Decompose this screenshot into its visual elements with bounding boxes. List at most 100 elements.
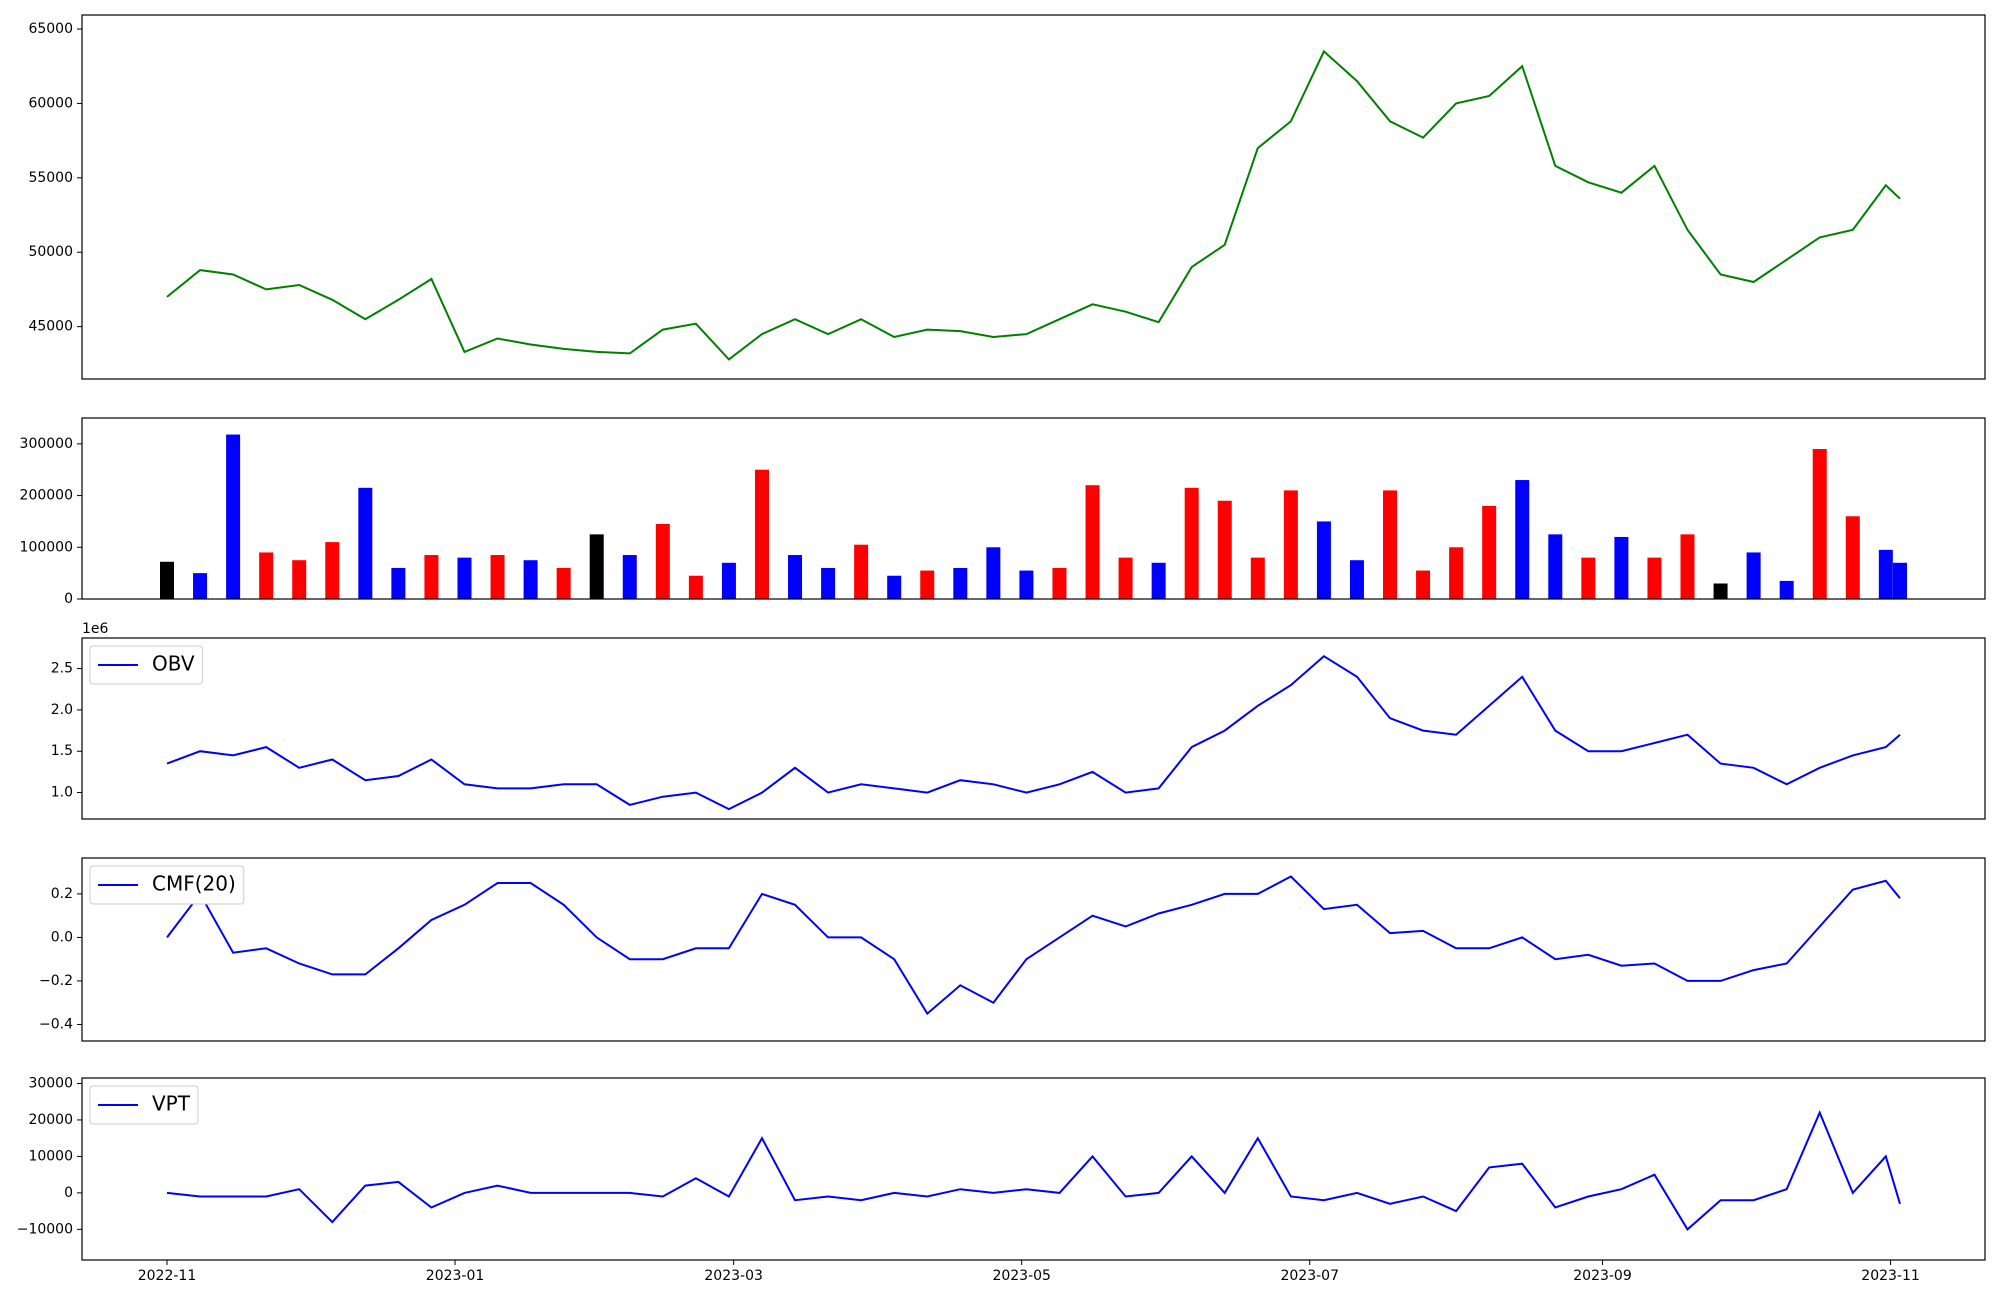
volume-bar [655,524,670,599]
series-line [166,654,1901,811]
panel: −0.4 −0.2 0.0 0.2 CMF(20) [39,857,1986,1042]
volume-bar [1383,490,1398,599]
panel: 0 100000 200000 300000 [20,417,1986,607]
y-tick-label: 0.2 [51,886,73,902]
y-tick-label: 1.0 [51,785,73,801]
volume-bar [1647,557,1662,599]
axes-frame [81,637,1986,820]
volume-bar [1019,570,1034,599]
volume-bar [523,560,538,599]
volume-bar [1746,552,1761,599]
volume-bar [424,555,439,599]
series-line [166,875,1901,1016]
y-tick-label: 300000 [20,436,73,452]
legend-label: OBV [152,652,195,676]
volume-bar [292,560,307,599]
legend-box [89,865,245,905]
volume-bar [325,542,340,599]
volume-bar [1779,580,1794,599]
y-tick-label: 1.5 [51,743,73,759]
volume-bar [1449,547,1464,599]
panel: 45000 50000 55000 60000 65000 [28,14,1986,380]
x-tick-label: 2023-03 [704,1268,763,1284]
y-tick-label: −0.4 [39,1016,73,1032]
volume-bar [1416,570,1431,599]
volume-bar [1151,562,1166,599]
volume-bar [1614,536,1629,599]
volume-bar [259,552,274,599]
y-tick-label: 0 [64,1185,73,1201]
volume-bar [986,547,1001,599]
y-tick-label: 10000 [28,1148,73,1164]
y-tick-label: 20000 [28,1112,73,1128]
volume-bar [1217,500,1232,599]
volume-bar [1812,449,1827,599]
y-tick-label: −10000 [17,1221,73,1237]
y-tick-label: 200000 [20,488,73,504]
volume-bar [358,487,373,599]
axes-frame [81,417,1986,600]
y-tick-label: −0.2 [39,973,73,989]
axes-frame [81,14,1986,380]
volume-bar [788,555,803,599]
x-tick-label: 2023-09 [1573,1268,1632,1284]
x-tick-label: 2023-07 [1280,1268,1339,1284]
y-tick-label: 100000 [20,539,73,555]
x-tick-label: 2023-01 [426,1268,485,1284]
series-line [166,1110,1901,1231]
volume-bar [1713,583,1728,599]
legend-label: CMF(20) [152,872,236,896]
volume-bar [887,575,902,599]
volume-bar [1052,567,1067,599]
y-tick-label: 50000 [28,244,73,260]
y-tick-label: 0 [64,591,73,607]
volume-bar [1283,490,1298,599]
volume-bar [1581,557,1596,599]
volume-bar [1845,516,1860,599]
x-tick-label: 2023-05 [992,1268,1051,1284]
volume-bar [622,555,637,599]
volume-bar [821,567,836,599]
volume-bar [1515,480,1530,599]
volume-bar [1548,534,1563,599]
y-tick-label: 2.0 [51,702,73,718]
volume-bar [1680,534,1695,599]
legend-label: VPT [152,1092,191,1116]
volume-bar [1482,505,1497,599]
volume-bar [226,434,241,599]
y-tick-label: 60000 [28,95,73,111]
volume-bar [1184,487,1199,599]
y-tick-label: 65000 [28,21,73,37]
y-tick-label: 55000 [28,170,73,186]
volume-bar [953,567,968,599]
volume-bar [457,557,472,599]
volume-bar [721,562,736,599]
legend-box [89,1085,199,1125]
volume-bar [1893,562,1908,599]
volume-bar [920,570,935,599]
series-line [166,49,1901,361]
volume-bar [1085,485,1100,599]
axes-frame [81,857,1986,1042]
y-tick-label: 45000 [28,319,73,335]
y-tick-label: 2.5 [51,661,73,677]
volume-bar [490,555,505,599]
volume-bar [556,567,571,599]
volume-bar [391,567,406,599]
y-tick-label: 30000 [28,1075,73,1091]
panel: −10000 0 10000 20000 30000 VPT 2022-11 2023-01 2… [17,1075,1986,1284]
volume-bar [193,573,208,599]
volume-bar [1316,521,1331,599]
volume-bar [688,575,703,599]
volume-bar [159,561,174,599]
x-tick-label: 2023-11 [1861,1268,1920,1284]
y-tick-label: 0.0 [51,929,73,945]
offset-text: 1e6 [82,621,109,637]
volume-bar [589,534,604,599]
axes-frame [81,1077,1986,1261]
volume-bar [754,469,769,599]
x-tick-label: 2022-11 [138,1268,197,1284]
volume-bar [1349,560,1364,599]
volume-bar [1118,557,1133,599]
